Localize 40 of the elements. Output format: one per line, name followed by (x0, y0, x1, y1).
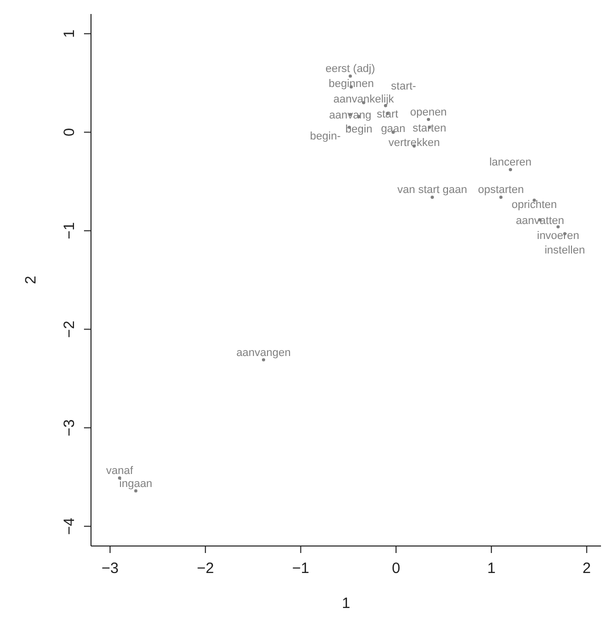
y-tick-label: −4 (61, 518, 78, 535)
data-label: ingaan (119, 478, 152, 490)
x-tick-label: −3 (102, 560, 119, 577)
data-label: invoeren (537, 230, 580, 242)
y-tick-label: −3 (61, 419, 78, 436)
point (348, 74, 352, 78)
x-tick-label: −1 (292, 560, 310, 577)
data-label: starten (412, 122, 446, 134)
y-tick-label: −1 (61, 222, 78, 240)
data-label: vertrekken (388, 137, 440, 150)
data-label: opstarten (478, 184, 524, 196)
data-label: lanceren (489, 156, 532, 169)
point (499, 196, 503, 199)
data-label: aanvankelijk (333, 94, 394, 106)
x-axis-title: 1 (342, 595, 350, 612)
data-label: van start gaan (397, 184, 468, 196)
point (556, 225, 560, 228)
data-label: eerst (adj) (326, 63, 376, 76)
data-label: start- (391, 80, 416, 93)
data-label: gaan (380, 123, 406, 136)
point (508, 168, 512, 172)
data-label: aanvangen (236, 346, 291, 359)
x-tick-label: 1 (487, 560, 496, 577)
data-label: aanvatten (516, 214, 564, 227)
data-label: beginnen (328, 78, 374, 90)
data-label: instellen (544, 244, 585, 257)
point (430, 196, 434, 199)
x-tick-label: 0 (392, 560, 400, 577)
y-tick-label: 0 (61, 128, 78, 136)
data-label: begin- (310, 130, 341, 142)
y-axis-title: 2 (22, 276, 40, 284)
y-tick-label: 1 (61, 30, 78, 38)
data-label: oprichten (512, 199, 557, 212)
data-label: openen (410, 106, 447, 118)
data-label: start (376, 108, 398, 121)
x-tick-label: −2 (196, 560, 214, 577)
data-label: vanaf (106, 465, 134, 478)
y-tick-label: −2 (61, 320, 78, 338)
x-tick-label: 2 (582, 560, 591, 577)
data-label: begin (345, 123, 372, 136)
